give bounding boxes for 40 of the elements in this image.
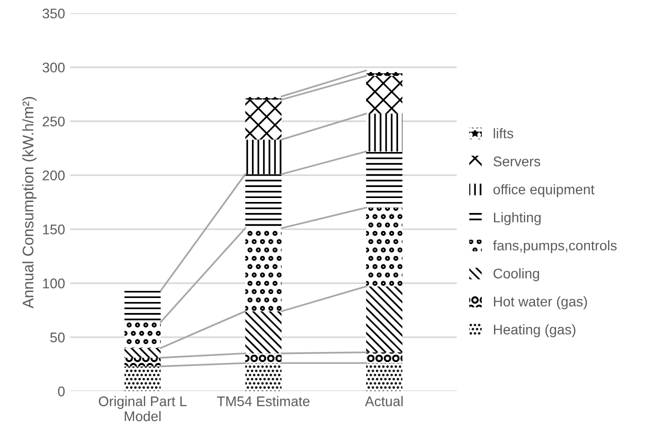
bar <box>366 70 402 76</box>
bar <box>366 151 402 208</box>
y-tick-label: 0 <box>58 386 65 396</box>
bar <box>245 228 282 312</box>
bar <box>245 100 282 140</box>
bar <box>124 290 161 322</box>
x-tick-label: Actual <box>364 396 403 406</box>
bar <box>366 286 402 352</box>
y-tick-label: 100 <box>43 278 65 288</box>
legend-label: Servers <box>493 156 540 166</box>
x-tick-label: Original Part L Model <box>98 396 186 422</box>
bar <box>366 352 402 364</box>
y-tick-label: 350 <box>42 8 65 18</box>
legend-label: office equipment <box>493 184 594 198</box>
bar <box>245 96 282 100</box>
bar <box>124 322 161 348</box>
legend-label: lifts <box>494 128 514 138</box>
x-tick-label: TM54 Estimate <box>217 396 310 406</box>
y-tick-label: 150 <box>43 224 65 234</box>
legend-label: Hot water (gas) <box>494 296 587 310</box>
bar <box>124 348 161 358</box>
bar <box>366 114 402 152</box>
bar <box>366 208 402 286</box>
bar <box>245 140 282 174</box>
y-tick-label: 250 <box>42 116 65 126</box>
bar <box>124 366 161 392</box>
bar <box>245 363 282 392</box>
y-tick-label: 50 <box>50 332 65 342</box>
bar <box>245 353 282 364</box>
y-tick-label: 300 <box>42 62 65 72</box>
y-tick-label: 200 <box>42 170 65 180</box>
legend-label: Heating (gas) <box>494 324 576 338</box>
bar <box>366 76 402 114</box>
bar <box>124 358 161 366</box>
legend-label: Cooling <box>494 268 540 282</box>
legend-label: Lighting <box>494 212 541 226</box>
y-axis-title: Annual Consumption (kW.h/m²) <box>22 97 36 308</box>
legend-label: fans,pumps,controls <box>493 240 617 254</box>
bar <box>245 311 282 354</box>
bar <box>366 363 402 392</box>
